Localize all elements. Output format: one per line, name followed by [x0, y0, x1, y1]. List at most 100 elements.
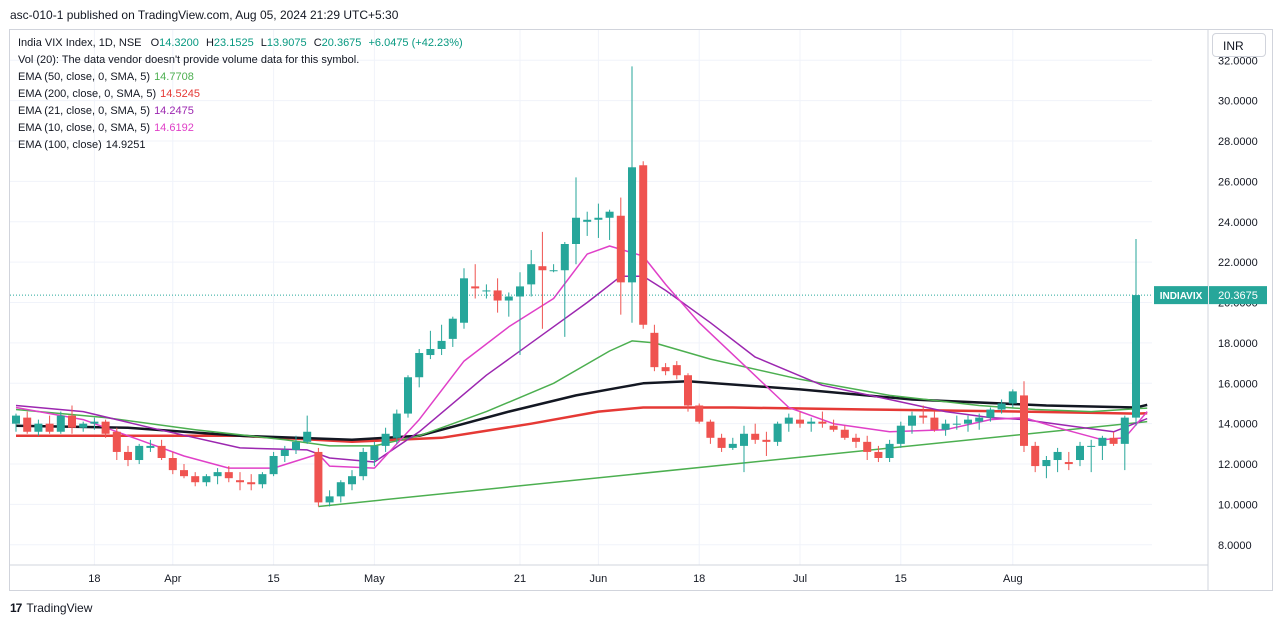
candle-body[interactable]: [493, 290, 502, 301]
candle-body[interactable]: [964, 419, 972, 424]
candle-body[interactable]: [762, 439, 771, 442]
candle-body[interactable]: [527, 264, 536, 285]
candle-body[interactable]: [1076, 445, 1084, 461]
candle-body[interactable]: [829, 425, 838, 430]
candle-body[interactable]: [1087, 445, 1096, 447]
candle-body[interactable]: [572, 217, 580, 244]
candle-body[interactable]: [605, 211, 614, 218]
candle-body[interactable]: [236, 480, 244, 483]
candle-body[interactable]: [213, 472, 222, 477]
candle-body[interactable]: [1042, 460, 1051, 467]
candle-body[interactable]: [717, 437, 726, 448]
candle-body[interactable]: [874, 451, 883, 458]
candle-body[interactable]: [258, 474, 267, 485]
candle-body[interactable]: [23, 417, 32, 432]
candle-body[interactable]: [773, 423, 782, 442]
candle-body[interactable]: [303, 431, 312, 442]
trendline[interactable]: [318, 420, 1148, 508]
candle-body[interactable]: [684, 375, 692, 406]
candle-body[interactable]: [370, 445, 379, 461]
candle-body[interactable]: [1098, 437, 1107, 446]
candle-body[interactable]: [56, 415, 65, 432]
candle-body[interactable]: [594, 217, 603, 220]
candle-body[interactable]: [90, 421, 99, 424]
candle-body[interactable]: [852, 437, 860, 442]
candle-body[interactable]: [471, 286, 480, 289]
candle-body[interactable]: [437, 340, 446, 349]
candle-body[interactable]: [885, 443, 894, 458]
candle-body[interactable]: [269, 455, 278, 475]
candle-body[interactable]: [381, 433, 390, 446]
candle-body[interactable]: [1120, 417, 1129, 444]
candle-body[interactable]: [146, 445, 155, 448]
candle-body[interactable]: [952, 423, 961, 425]
candle-body[interactable]: [1008, 391, 1017, 404]
candle-body[interactable]: [101, 421, 110, 434]
candle-body[interactable]: [504, 296, 513, 301]
candle-body[interactable]: [180, 470, 188, 477]
candle-body[interactable]: [516, 286, 524, 297]
candle-body[interactable]: [157, 445, 166, 458]
candle-body[interactable]: [460, 278, 468, 323]
candle-body[interactable]: [1031, 445, 1040, 467]
indicator-ema10[interactable]: EMA (10, close, 0, SMA, 5) 14.6192: [18, 120, 463, 137]
indicator-ema200[interactable]: EMA (200, close, 0, SMA, 5) 14.5245: [18, 86, 463, 103]
candle-body[interactable]: [404, 377, 412, 414]
candle-body[interactable]: [583, 219, 592, 222]
candle-body[interactable]: [650, 332, 659, 368]
candle-body[interactable]: [247, 482, 256, 485]
candle-body[interactable]: [863, 441, 872, 452]
candle-body[interactable]: [1020, 395, 1028, 446]
candle-body[interactable]: [908, 415, 916, 426]
candle-body[interactable]: [930, 417, 939, 430]
candle-body[interactable]: [706, 421, 715, 438]
candle-body[interactable]: [426, 348, 435, 356]
candle-body[interactable]: [359, 451, 368, 477]
candle-body[interactable]: [740, 433, 748, 446]
candle-body[interactable]: [616, 215, 625, 283]
candle-body[interactable]: [325, 496, 334, 503]
candle-body[interactable]: [314, 451, 323, 503]
indicator-ema100[interactable]: EMA (100, close) 14.9251: [18, 137, 463, 154]
candle-body[interactable]: [191, 476, 200, 483]
candle-body[interactable]: [45, 423, 54, 432]
candle-body[interactable]: [975, 417, 984, 422]
candle-body[interactable]: [168, 458, 177, 471]
candle-body[interactable]: [12, 415, 20, 424]
candle-body[interactable]: [549, 270, 558, 272]
candle-body[interactable]: [202, 476, 211, 483]
candle-body[interactable]: [1064, 462, 1073, 465]
candle-body[interactable]: [728, 443, 737, 448]
candle-body[interactable]: [348, 476, 356, 485]
candle-body[interactable]: [628, 167, 636, 283]
candle-body[interactable]: [415, 353, 424, 378]
candle-body[interactable]: [751, 433, 760, 440]
candle-body[interactable]: [336, 482, 345, 497]
candle-body[interactable]: [639, 165, 648, 325]
candle-body[interactable]: [840, 429, 849, 438]
candle-body[interactable]: [135, 445, 144, 461]
candle-body[interactable]: [818, 421, 827, 424]
candle-body[interactable]: [796, 419, 804, 424]
candle-body[interactable]: [112, 431, 121, 452]
candle-body[interactable]: [79, 423, 88, 428]
candle-body[interactable]: [560, 244, 569, 271]
candle-body[interactable]: [807, 421, 816, 424]
candle-body[interactable]: [68, 415, 76, 428]
candle-body[interactable]: [672, 365, 681, 376]
indicator-ema21[interactable]: EMA (21, close, 0, SMA, 5) 14.2475: [18, 103, 463, 120]
candle-body[interactable]: [1109, 437, 1118, 444]
candle-body[interactable]: [292, 441, 300, 450]
candle-body[interactable]: [695, 405, 704, 422]
candle-body[interactable]: [1053, 451, 1062, 461]
candle-body[interactable]: [392, 413, 401, 438]
candle-body[interactable]: [896, 425, 905, 444]
indicator-ema50[interactable]: EMA (50, close, 0, SMA, 5) 14.7708: [18, 69, 463, 86]
candle-body[interactable]: [448, 318, 457, 339]
candle-body[interactable]: [280, 449, 289, 456]
candle-body[interactable]: [482, 290, 491, 292]
candle-body[interactable]: [124, 451, 132, 461]
candle-body[interactable]: [997, 403, 1006, 410]
candle-body[interactable]: [919, 415, 928, 418]
